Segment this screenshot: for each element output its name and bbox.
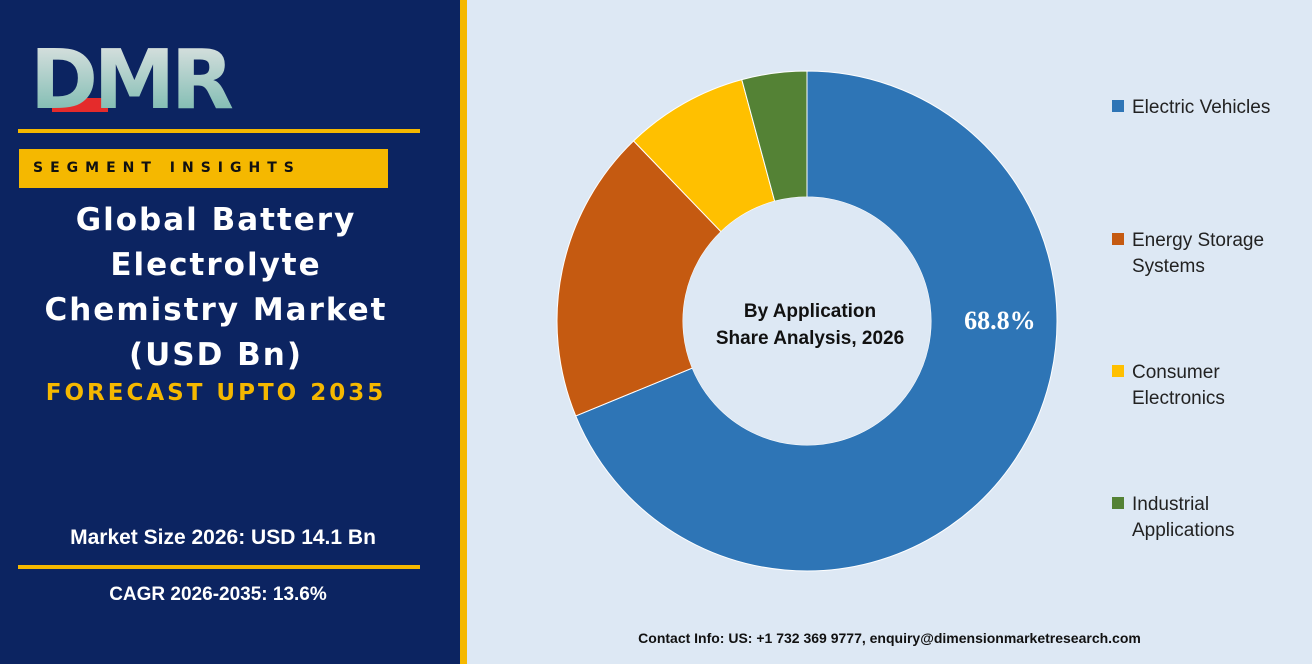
left-panel: DMR SEGMENT INSIGHTS Global Battery Elec… (0, 0, 460, 664)
center-label-line: By Application (744, 301, 876, 322)
logo-text: DMR (30, 36, 234, 116)
donut-hole (683, 197, 931, 445)
dmr-logo: DMR (30, 36, 234, 116)
segment-insights-banner: SEGMENT INSIGHTS (19, 149, 388, 188)
forecast-label: FORECAST UPTO 2035 (45, 380, 387, 406)
gold-divider-bottom (18, 565, 420, 569)
legend-label: Energy Storage Systems (1132, 230, 1265, 277)
vertical-gold-bar (460, 0, 467, 664)
legend-swatch (1112, 233, 1124, 245)
cagr-text: CAGR 2026-2035: 13.6% (109, 584, 327, 605)
legend-swatch (1112, 365, 1124, 377)
legend-label: Consumer Electronics (1132, 362, 1225, 409)
legend-item-electric-vehicles: Electric Vehicles (1112, 95, 1292, 121)
title-line: Global Battery (75, 202, 357, 238)
legend-item-consumer-electronics: Consumer Electronics (1112, 360, 1292, 412)
title-line: Electrolyte (110, 247, 322, 283)
data-label-electric-vehicles: 68.8% (964, 306, 1036, 335)
gold-divider-top (18, 129, 420, 133)
market-size-text: Market Size 2026: USD 14.1 Bn (70, 526, 376, 549)
legend-item-industrial-applications: Industrial Applications (1112, 492, 1292, 544)
legend-swatch (1112, 497, 1124, 509)
legend-label: Electric Vehicles (1132, 97, 1271, 118)
legend-item-energy-storage-systems: Energy Storage Systems (1112, 228, 1292, 280)
report-title: Global Battery Electrolyte Chemistry Mar… (0, 198, 432, 378)
title-line: Chemistry Market (44, 292, 388, 328)
center-label-line: Share Analysis, 2026 (716, 328, 904, 349)
title-line: (USD Bn) (128, 337, 304, 373)
contact-info: Contact Info: US: +1 732 369 9777, enqui… (638, 630, 1141, 646)
legend-swatch (1112, 100, 1124, 112)
legend-label: Industrial Applications (1132, 494, 1235, 541)
chart-legend: Electric Vehicles Energy Storage Systems C… (1112, 0, 1312, 560)
